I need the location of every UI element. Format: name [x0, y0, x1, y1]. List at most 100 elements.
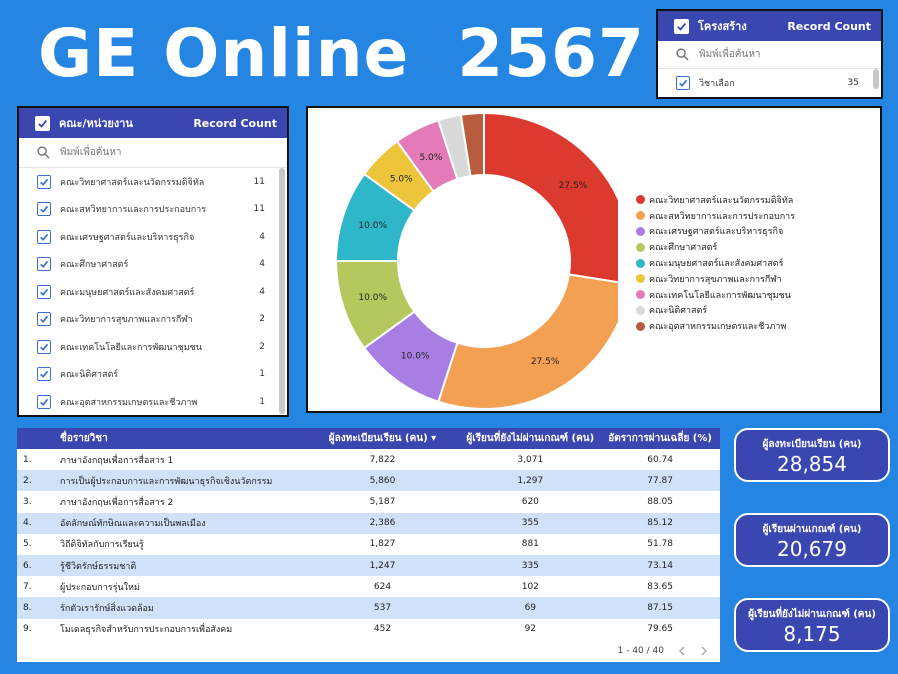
chevron-right-icon[interactable]: [700, 646, 708, 656]
kpi-passed: ผู้เรียนผ่านเกณฑ์ (คน) 20,679: [734, 513, 890, 567]
structure-filter-label: โครงสร้าง: [698, 20, 747, 33]
table-row[interactable]: 5. วิถีดิจิทัลกับการเรียนรู้ 1,827 881 51.78: [17, 534, 720, 555]
structure-filter-header[interactable]: โครงสร้าง Record Count: [658, 11, 881, 41]
select-all-checkbox[interactable]: [35, 115, 50, 131]
filter-item[interactable]: คณะเทคโนโลยีและการพัฒนาชุมชน 2: [19, 333, 287, 361]
legend-swatch: [636, 258, 645, 268]
chevron-left-icon[interactable]: [678, 646, 686, 656]
filter-item[interactable]: คณะวิทยาศาสตร์และนวัตกรรมดิจิทัล 11: [19, 168, 287, 196]
filter-item-elective[interactable]: วิชาเลือก 35: [658, 69, 881, 97]
kpi-label: ผู้ลงทะเบียนเรียน (คน): [762, 439, 862, 450]
scrollbar[interactable]: [279, 168, 285, 414]
filter-item-label: คณะมนุษยศาสตร์และสังคมศาสตร์: [60, 287, 195, 298]
not-passed-count: 355: [521, 518, 539, 529]
item-checkbox[interactable]: [37, 394, 51, 409]
row-index: 7.: [23, 581, 32, 592]
table-row[interactable]: 7. ผู้ประกอบการรุ่นใหม่ 624 102 83.65: [17, 576, 720, 597]
select-all-checkbox[interactable]: [674, 18, 689, 34]
filter-item-count: 11: [253, 204, 265, 215]
pass-rate: 60.74: [647, 454, 673, 465]
item-checkbox[interactable]: [37, 312, 51, 327]
check-icon: [40, 343, 49, 351]
legend-item[interactable]: คณะเศรษฐศาสตร์และบริหารธุรกิจ: [636, 224, 795, 240]
structure-search-input[interactable]: พิมพ์เพื่อค้นหา: [658, 41, 881, 69]
item-checkbox[interactable]: [37, 174, 51, 189]
check-icon: [677, 22, 687, 31]
course-name: วิถีดิจิทัลกับการเรียนรู้: [60, 540, 144, 551]
legend-swatch: [636, 211, 645, 221]
filter-item[interactable]: คณะศึกษาศาสตร์ 4: [19, 251, 287, 279]
item-checkbox[interactable]: [37, 284, 51, 299]
faculty-search-input[interactable]: พิมพ์เพื่อค้นหา: [19, 138, 287, 168]
legend-item[interactable]: คณะวิทยาการสุขภาพและการกีฬา: [636, 271, 795, 287]
enrolled-count: 2,386: [369, 518, 396, 529]
sort-icon: ▾: [431, 433, 437, 444]
item-checkbox[interactable]: [37, 367, 51, 382]
enrolled-count: 1,827: [369, 539, 396, 550]
scrollbar[interactable]: [873, 69, 879, 89]
filter-item[interactable]: คณะอุตสาหกรรมเกษตรและชีวภาพ 1: [19, 388, 287, 415]
slice-label: 5.0%: [419, 153, 442, 163]
table-row[interactable]: 4. อัตลักษณ์ทักษิณและความเป็นพลเมือง 2,386…: [17, 512, 720, 534]
col-enrolled[interactable]: ผู้ลงทะเบียนเรียน (คน) ▾: [328, 433, 437, 444]
col-not-passed[interactable]: ผู้เรียนที่ยังไม่ผ่านเกณฑ์ (คน): [466, 433, 595, 444]
legend-label: คณะอุตสาหกรรมเกษตรและชีวภาพ: [649, 322, 787, 333]
donut-slice[interactable]: [483, 111, 618, 284]
pass-rate: 87.15: [647, 602, 673, 613]
pagination: 1 - 40 / 40: [618, 646, 708, 656]
pass-rate: 79.65: [647, 624, 673, 635]
legend-item[interactable]: คณะอุตสาหกรรมเกษตรและชีวภาพ: [636, 318, 795, 334]
legend-item[interactable]: คณะศึกษาศาสตร์: [636, 239, 795, 255]
filter-item[interactable]: คณะสหวิทยาการและการประกอบการ 11: [19, 196, 287, 224]
legend-swatch: [636, 226, 645, 236]
col-pass-rate[interactable]: อัตราการผ่านเฉลี่ย (%): [608, 433, 712, 444]
item-checkbox[interactable]: [37, 229, 51, 244]
item-checkbox[interactable]: [37, 202, 51, 217]
legend-item[interactable]: คณะนิติศาสตร์: [636, 303, 795, 319]
course-table-panel: ชื่อรายวิชา ผู้ลงทะเบียนเรียน (คน) ▾ ผู้…: [17, 428, 720, 662]
not-passed-count: 335: [521, 560, 539, 571]
legend-swatch: [636, 290, 645, 300]
item-checkbox[interactable]: [676, 75, 690, 90]
record-count-header[interactable]: Record Count: [193, 116, 277, 130]
item-checkbox[interactable]: [37, 339, 51, 354]
table-row[interactable]: 2. การเป็นผู้ประกอบการและการพัฒนาธุรกิจเช…: [17, 470, 720, 492]
pagination-label: 1 - 40 / 40: [617, 646, 664, 656]
kpi-value: 8,175: [783, 622, 841, 646]
legend-swatch: [636, 242, 645, 252]
filter-item-count: 1: [259, 369, 265, 380]
donut-slice[interactable]: [437, 273, 618, 410]
faculty-filter-header[interactable]: คณะ/หน่วยงาน Record Count: [19, 108, 287, 138]
kpi-value: 20,679: [777, 537, 847, 561]
chart-panel: 27.5% 27.5% 10.0% 10.0% 10.0% 5.0% 5.0% คณะวิท…: [306, 106, 882, 413]
legend-item[interactable]: คณะมนุษยศาสตร์และสังคมศาสตร์: [636, 255, 795, 271]
check-icon: [40, 178, 49, 186]
donut-slice[interactable]: [459, 111, 485, 178]
faculty-filter-label: คณะ/หน่วยงาน: [59, 117, 133, 130]
col-course-name[interactable]: ชื่อรายวิชา: [60, 433, 108, 444]
legend-item[interactable]: คณะสหวิทยาการและการประกอบการ: [636, 208, 795, 224]
legend-item[interactable]: คณะวิทยาศาสตร์และนวัตกรรมดิจิทัล: [636, 192, 795, 208]
legend-item[interactable]: คณะเทคโนโลยีและการพัฒนาชุมชน: [636, 287, 795, 303]
record-count-header[interactable]: Record Count: [787, 19, 871, 33]
enrolled-count: 537: [373, 602, 392, 613]
filter-item[interactable]: คณะวิทยาการสุขภาพและการกีฬา 2: [19, 306, 287, 334]
table-row[interactable]: 9. โมเดลธุรกิจสำหรับการประกอบการเพื่อสังค…: [17, 619, 720, 639]
filter-item[interactable]: คณะเศรษฐศาสตร์และบริหารธุรกิจ 4: [19, 223, 287, 251]
not-passed-count: 1,297: [517, 475, 544, 486]
enrolled-count: 5,187: [369, 496, 396, 507]
table-row[interactable]: 1. ภาษาอังกฤษเพื่อการสื่อสาร 1 7,822 3,071 6…: [17, 449, 720, 470]
filter-item-label: วิชาเลือก: [699, 78, 735, 89]
pass-rate: 73.14: [647, 560, 673, 571]
not-passed-count: 102: [521, 581, 539, 592]
legend-label: คณะนิติศาสตร์: [649, 306, 708, 317]
filter-item[interactable]: คณะมนุษยศาสตร์และสังคมศาสตร์ 4: [19, 278, 287, 306]
enrolled-count: 5,860: [369, 475, 396, 486]
item-checkbox[interactable]: [37, 257, 51, 272]
table-row[interactable]: 6. รู้ชีวิตรักษ์ธรรมชาติ 1,247 335 73.14: [17, 554, 720, 577]
course-name: รู้ชีวิตรักษ์ธรรมชาติ: [60, 561, 137, 572]
table-row[interactable]: 8. รักตัวเรารักษ์สิ่งแวดล้อม 537 69 87.15: [17, 597, 720, 619]
table-row[interactable]: 3. ภาษาอังกฤษเพื่อการสื่อสาร 2 5,187 620 88.…: [17, 491, 720, 512]
filter-item[interactable]: คณะนิติศาสตร์ 1: [19, 361, 287, 389]
not-passed-count: 3,071: [517, 454, 544, 465]
